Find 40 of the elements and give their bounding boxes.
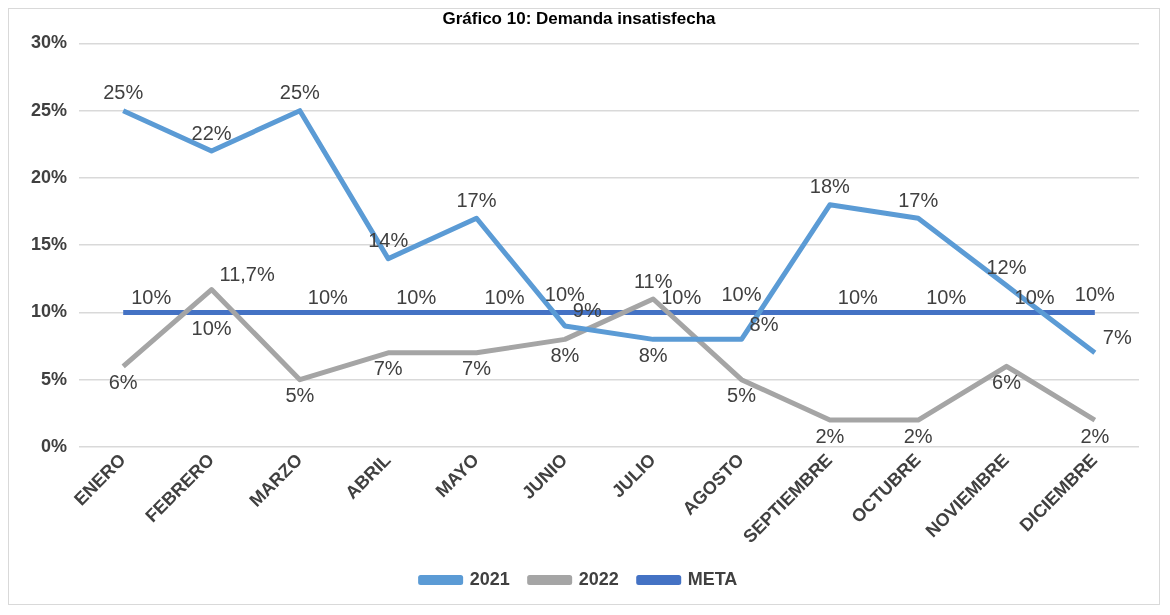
- data-label: 10%: [837, 285, 879, 308]
- data-label: 25%: [279, 81, 321, 104]
- data-label: 18%: [809, 175, 851, 198]
- data-label: 8%: [638, 343, 668, 366]
- data-label: 10%: [307, 285, 349, 308]
- data-label: 10%: [131, 285, 172, 308]
- data-label: 2%: [815, 424, 845, 447]
- legend-label: 2021: [469, 568, 510, 589]
- data-label: 10%: [191, 316, 232, 339]
- data-label: 10%: [1074, 282, 1116, 305]
- data-label: 25%: [103, 81, 144, 104]
- y-tick-label: 15%: [31, 234, 68, 255]
- data-label: 7%: [462, 357, 492, 380]
- data-label: 7%: [1102, 326, 1132, 349]
- y-tick-label: 30%: [31, 32, 68, 53]
- data-label: 10%: [721, 282, 762, 305]
- data-label: 10%: [396, 285, 437, 308]
- data-label: 8%: [550, 343, 580, 366]
- y-tick-label: 5%: [41, 368, 68, 389]
- y-tick-label: 25%: [31, 99, 68, 120]
- data-label: 2%: [1080, 424, 1110, 447]
- data-label: 7%: [373, 357, 403, 380]
- chart-title: Gráfico 10: Demanda insatisfecha: [442, 8, 717, 28]
- y-tick-label: 20%: [31, 166, 68, 187]
- legend-label: META: [687, 568, 738, 589]
- data-label: 12%: [986, 256, 1027, 279]
- data-label: 17%: [898, 188, 939, 211]
- legend-label: 2022: [578, 568, 619, 589]
- data-label: 10%: [484, 285, 525, 308]
- data-label: 5%: [285, 384, 315, 407]
- data-label: 5%: [727, 384, 757, 407]
- data-label: 11,7%: [219, 263, 275, 286]
- y-tick-label: 0%: [41, 435, 68, 456]
- data-label: 6%: [108, 370, 138, 393]
- data-label: 22%: [191, 121, 232, 144]
- y-tick-label: 10%: [31, 301, 68, 322]
- data-label: 10%: [926, 285, 967, 308]
- data-label: 2%: [903, 424, 933, 447]
- data-label: 6%: [992, 370, 1022, 393]
- data-label: 17%: [456, 188, 497, 211]
